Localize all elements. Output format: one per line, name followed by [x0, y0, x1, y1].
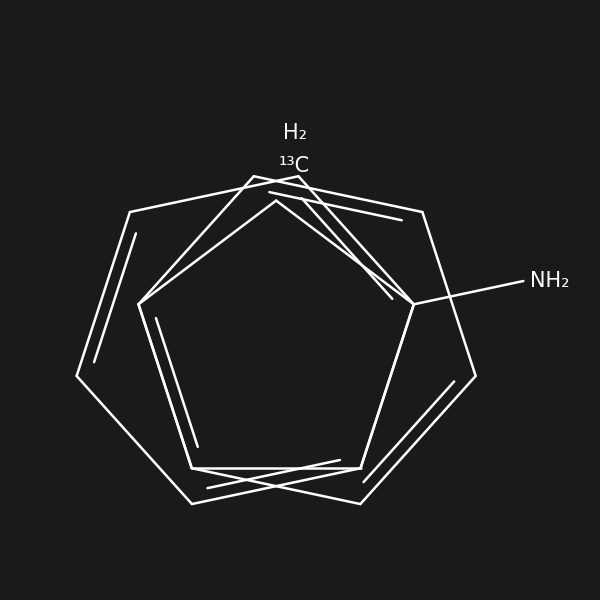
Text: NH₂: NH₂: [530, 271, 569, 291]
Text: ¹³C: ¹³C: [279, 156, 310, 176]
Text: H₂: H₂: [283, 123, 307, 143]
